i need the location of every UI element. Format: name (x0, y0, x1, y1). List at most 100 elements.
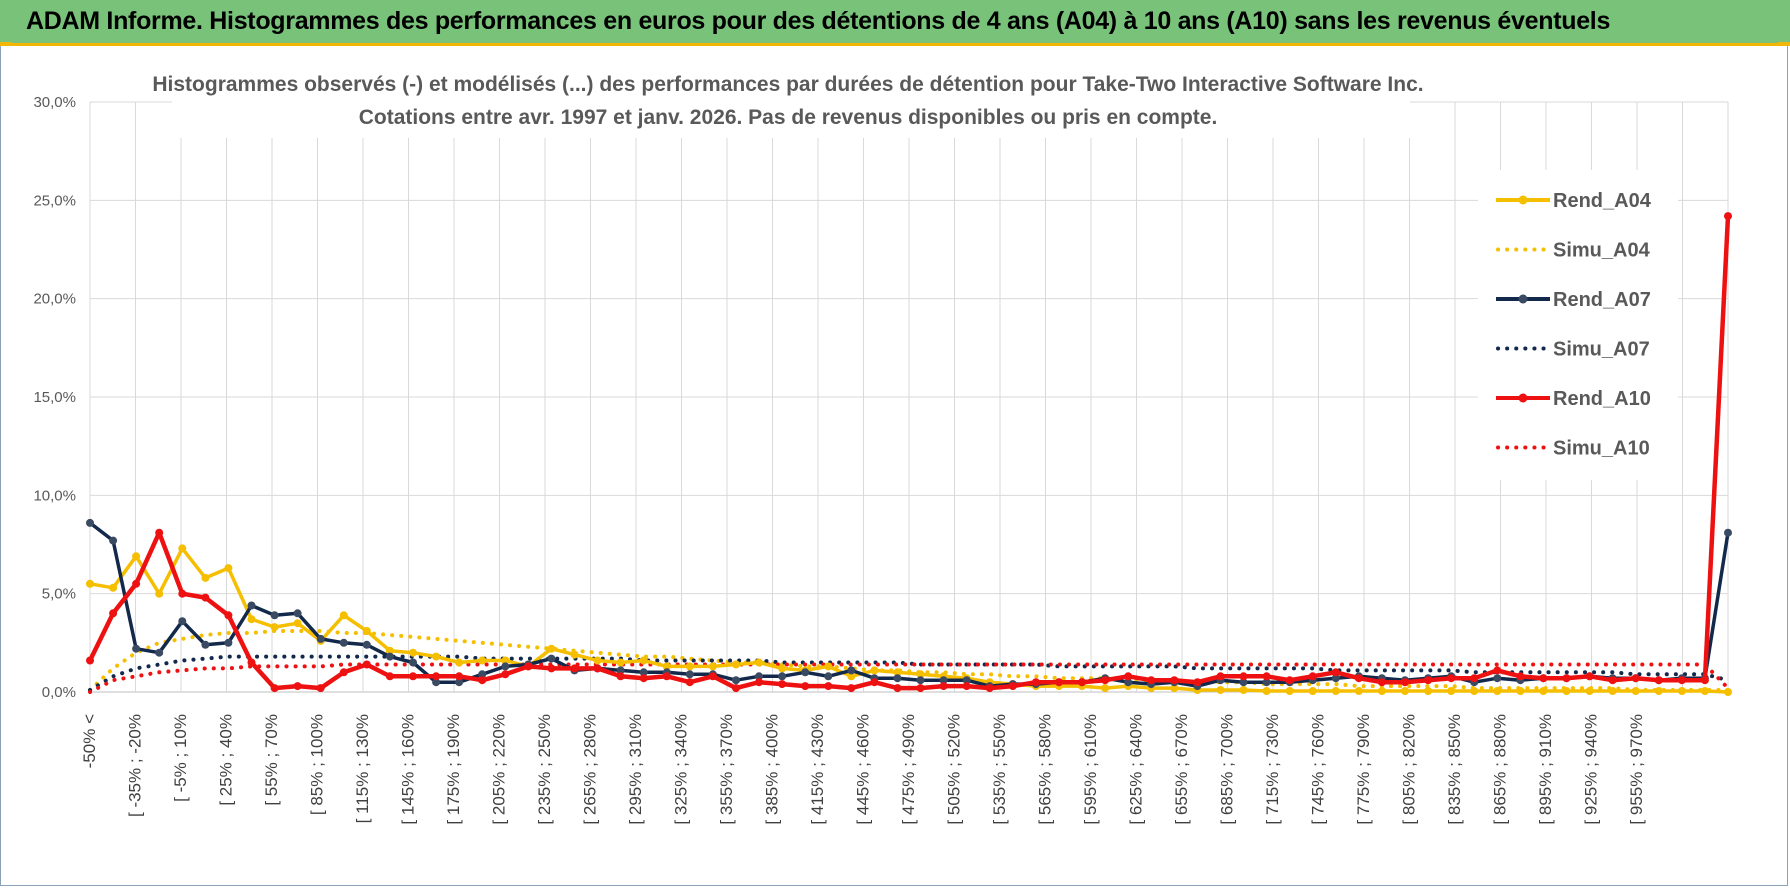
x-tick-label: [ 505% ; 520% (945, 714, 964, 825)
data-point (478, 656, 487, 665)
x-tick-label: [ 355% ; 370% (717, 714, 736, 825)
series-line (88, 629, 1730, 692)
y-tick-label: 0,0% (42, 684, 76, 701)
banner-corner-left (0, 42, 12, 46)
data-point (201, 640, 210, 649)
y-tick-label: 15,0% (33, 389, 76, 406)
data-point (1700, 676, 1709, 685)
data-point (547, 654, 556, 663)
data-point (1239, 686, 1248, 694)
x-tick-label: [ 55% ; 70% (262, 714, 281, 806)
legend-label: Simu_A07 (1553, 339, 1650, 361)
data-point (1493, 687, 1502, 695)
legend-item-rend-a10: Rend_A10 (1496, 388, 1651, 410)
chart-subtitle: Cotations entre avr. 1997 et janv. 2026.… (359, 106, 1218, 129)
data-point (916, 676, 925, 685)
data-point (732, 660, 740, 669)
data-series (86, 212, 1732, 696)
data-point (1216, 686, 1225, 694)
legend-item-simu-a04: Simu_A04 (1496, 240, 1651, 262)
data-point (132, 552, 141, 561)
data-point (524, 662, 533, 671)
x-tick-label: [ 775% ; 790% (1354, 714, 1373, 825)
x-tick-label: [ -35% ; -20% (126, 714, 145, 817)
data-point (224, 564, 233, 573)
y-tick-label: 25,0% (33, 192, 76, 209)
banner-title: ADAM Informe. Histogrammes des performan… (26, 7, 1611, 35)
data-point (293, 682, 302, 691)
banner-corner-right (1778, 42, 1790, 46)
data-point (1239, 672, 1248, 681)
data-point (1539, 674, 1548, 683)
data-point (1539, 687, 1548, 695)
data-point (1447, 674, 1456, 683)
data-point (1101, 684, 1110, 693)
series-simu-a04 (88, 629, 1730, 692)
x-tick-label: [ 565% ; 580% (1036, 714, 1055, 825)
data-point (362, 640, 371, 649)
x-tick-label: [ 595% ; 610% (1081, 714, 1100, 825)
x-tick-label: [ 685% ; 700% (1218, 714, 1237, 825)
data-point (1585, 687, 1594, 695)
data-point (1170, 676, 1179, 685)
x-tick-label: [ 625% ; 640% (1127, 714, 1146, 825)
data-point (593, 656, 602, 665)
data-point (109, 583, 118, 592)
data-point (224, 638, 233, 647)
data-point (155, 648, 164, 657)
data-point (1239, 678, 1248, 687)
data-point (1308, 687, 1317, 695)
data-point (593, 664, 602, 673)
data-point (432, 678, 441, 687)
data-point (247, 658, 256, 667)
data-point (1677, 687, 1686, 695)
data-point (86, 579, 94, 588)
data-point (455, 672, 464, 681)
x-tick-label: [ 955% ; 970% (1627, 714, 1646, 825)
data-point (685, 678, 694, 687)
data-point (501, 662, 510, 671)
data-point (1331, 687, 1340, 695)
series-rend-a10 (86, 212, 1732, 693)
x-tick-label: [ 385% ; 400% (763, 714, 782, 825)
data-point (455, 678, 464, 687)
legend-label: Simu_A04 (1553, 240, 1651, 262)
data-point (1562, 674, 1571, 683)
data-point (685, 670, 694, 679)
data-point (893, 674, 902, 683)
legend-item-simu-a07: Simu_A07 (1496, 339, 1650, 361)
data-point (385, 652, 394, 661)
data-point (639, 656, 648, 665)
x-tick-label: [ 85% ; 100% (308, 714, 327, 815)
legend-label: Rend_A07 (1553, 289, 1651, 311)
data-point (201, 573, 210, 582)
data-point (570, 650, 579, 659)
data-point (270, 684, 279, 693)
data-point (778, 672, 787, 681)
data-point (662, 662, 671, 671)
data-point (478, 670, 487, 679)
data-point (1516, 672, 1525, 681)
x-tick-label: [ 295% ; 310% (626, 714, 645, 825)
data-point (432, 672, 441, 681)
data-point (455, 658, 464, 667)
data-point (916, 670, 925, 679)
data-point (1724, 688, 1732, 696)
data-point (1677, 676, 1686, 685)
data-point (732, 684, 740, 693)
data-point (824, 662, 833, 671)
data-point (247, 601, 256, 610)
x-tick-label: [ 925% ; 940% (1582, 714, 1601, 825)
data-point (1424, 676, 1433, 685)
data-point (1262, 678, 1271, 687)
legend-item-rend-a04: Rend_A04 (1496, 190, 1652, 212)
data-point (708, 672, 717, 681)
data-point (316, 634, 325, 643)
data-point (501, 656, 510, 665)
data-point (708, 662, 717, 671)
legend: Rend_A04 Simu_A04 Rend_A07 Simu_A07 Rend_A10… (1496, 190, 1652, 460)
legend-item-rend-a07: Rend_A07 (1496, 289, 1651, 311)
data-point (1331, 674, 1340, 683)
data-point (1354, 687, 1363, 695)
y-axis-ticks: 0,0% 5,0% 10,0% 15,0% 20,0% 25,0% 30,0% (33, 94, 76, 701)
